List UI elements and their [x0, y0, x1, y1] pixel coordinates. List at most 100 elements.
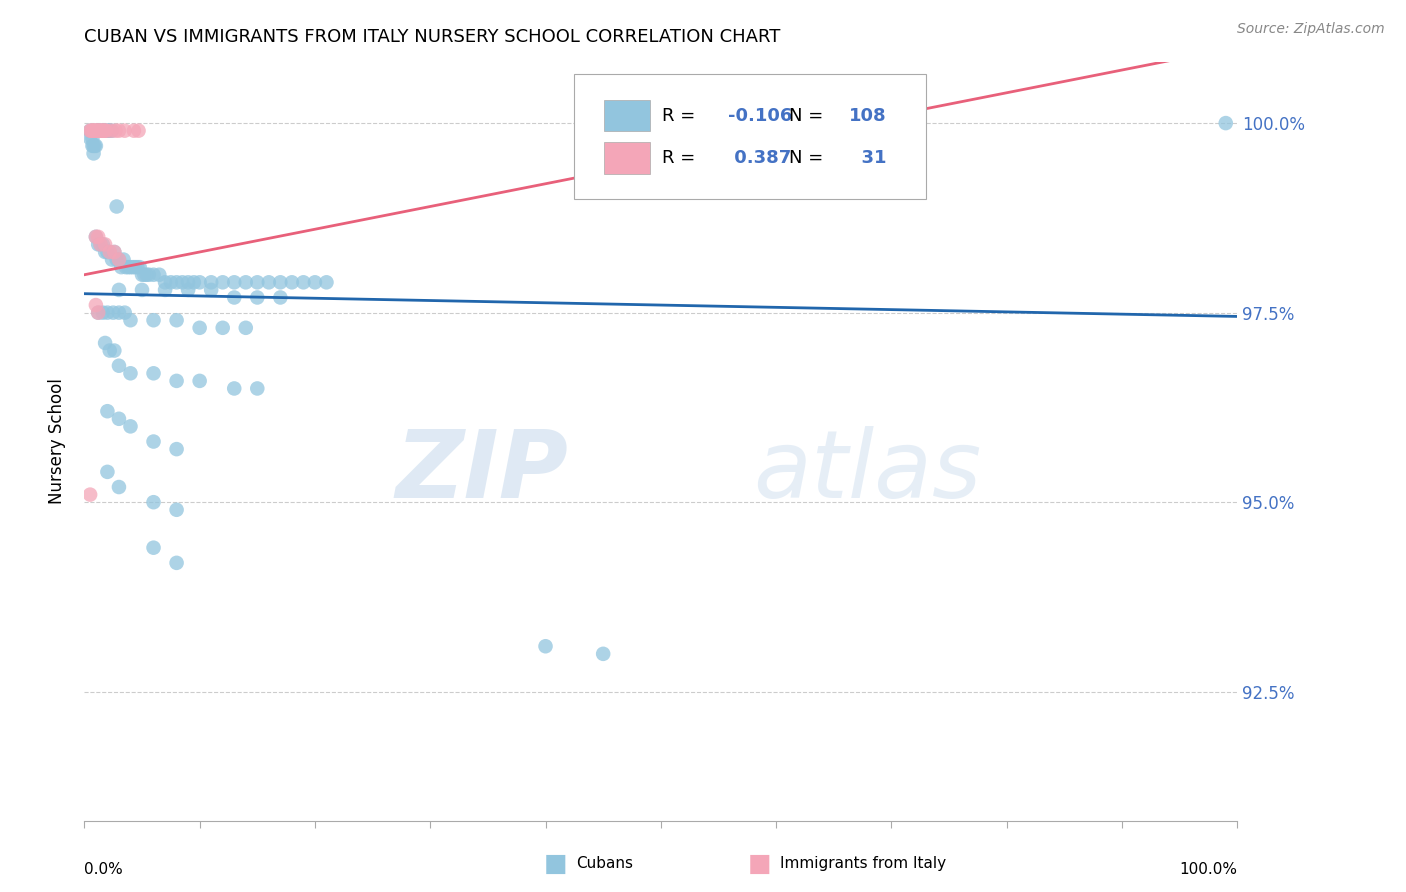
Text: ZIP: ZIP [395, 425, 568, 518]
Text: Immigrants from Italy: Immigrants from Italy [780, 856, 946, 871]
Point [211, 321, 233, 335]
Text: R =: R = [662, 106, 695, 125]
Text: Cubans: Cubans [576, 856, 634, 871]
Point [257, 276, 280, 290]
Point [128, 260, 150, 275]
Point [91, 124, 114, 138]
Text: 0.0%: 0.0% [84, 863, 124, 878]
Point [84, 298, 107, 312]
Point [108, 283, 131, 297]
Point [98, 245, 121, 260]
Point [87, 124, 110, 138]
Point [87, 306, 110, 320]
Point [108, 124, 131, 138]
Point [84, 124, 107, 138]
Point [96, 124, 118, 138]
Point [224, 276, 246, 290]
FancyBboxPatch shape [605, 142, 651, 174]
Point [108, 252, 131, 267]
Point [96, 306, 118, 320]
Point [101, 124, 124, 138]
Point [172, 276, 194, 290]
Point [82, 124, 104, 138]
Point [200, 276, 222, 290]
Point [89, 124, 111, 138]
Point [166, 442, 188, 457]
Point [97, 124, 120, 138]
Point [177, 276, 200, 290]
Point [224, 382, 246, 396]
Text: R =: R = [662, 149, 695, 167]
Point [117, 260, 139, 275]
Point [94, 245, 117, 260]
Point [83, 139, 105, 153]
Point [142, 495, 165, 509]
Point [89, 237, 111, 252]
Point [153, 276, 176, 290]
Text: 108: 108 [849, 106, 886, 125]
Point [224, 291, 246, 305]
Point [188, 374, 211, 388]
Point [84, 230, 107, 244]
Text: CUBAN VS IMMIGRANTS FROM ITALY NURSERY SCHOOL CORRELATION CHART: CUBAN VS IMMIGRANTS FROM ITALY NURSERY S… [84, 28, 780, 45]
Point [148, 268, 170, 282]
Point [304, 276, 326, 290]
Point [200, 283, 222, 297]
Point [87, 124, 110, 138]
Text: 0.387: 0.387 [728, 149, 792, 167]
Point [96, 404, 118, 418]
Text: ■: ■ [544, 852, 567, 875]
Point [91, 306, 114, 320]
Point [134, 268, 156, 282]
Text: 100.0%: 100.0% [1180, 863, 1237, 878]
Point [108, 306, 131, 320]
Text: N =: N = [789, 149, 823, 167]
Point [110, 260, 132, 275]
Text: atlas: atlas [754, 426, 981, 517]
Point [86, 124, 108, 138]
Point [114, 306, 136, 320]
Point [105, 200, 128, 214]
Text: Source: ZipAtlas.com: Source: ZipAtlas.com [1237, 22, 1385, 37]
Point [103, 306, 124, 320]
Point [166, 374, 188, 388]
Point [89, 237, 111, 252]
Point [94, 237, 117, 252]
FancyBboxPatch shape [575, 74, 927, 199]
Point [98, 124, 121, 138]
Point [87, 306, 110, 320]
Point [120, 260, 142, 275]
FancyBboxPatch shape [605, 100, 651, 131]
Point [83, 124, 105, 138]
Point [183, 276, 205, 290]
Point [235, 321, 257, 335]
Point [84, 124, 107, 138]
Text: N =: N = [789, 106, 823, 125]
Point [94, 124, 117, 138]
Point [83, 124, 105, 138]
Point [534, 639, 557, 653]
Point [108, 412, 131, 426]
Point [281, 276, 304, 290]
Point [79, 124, 101, 138]
Point [120, 367, 142, 381]
Point [79, 124, 101, 138]
Point [142, 313, 165, 327]
Point [104, 124, 127, 138]
Point [166, 276, 188, 290]
Point [122, 124, 145, 138]
Point [211, 276, 233, 290]
Point [105, 252, 128, 267]
Point [138, 268, 160, 282]
Point [142, 434, 165, 449]
Point [90, 124, 112, 138]
Point [160, 276, 183, 290]
Point [246, 291, 269, 305]
Point [96, 245, 118, 260]
Point [166, 556, 188, 570]
Point [128, 124, 150, 138]
Point [124, 260, 146, 275]
Point [120, 419, 142, 434]
Point [84, 230, 107, 244]
Point [188, 276, 211, 290]
